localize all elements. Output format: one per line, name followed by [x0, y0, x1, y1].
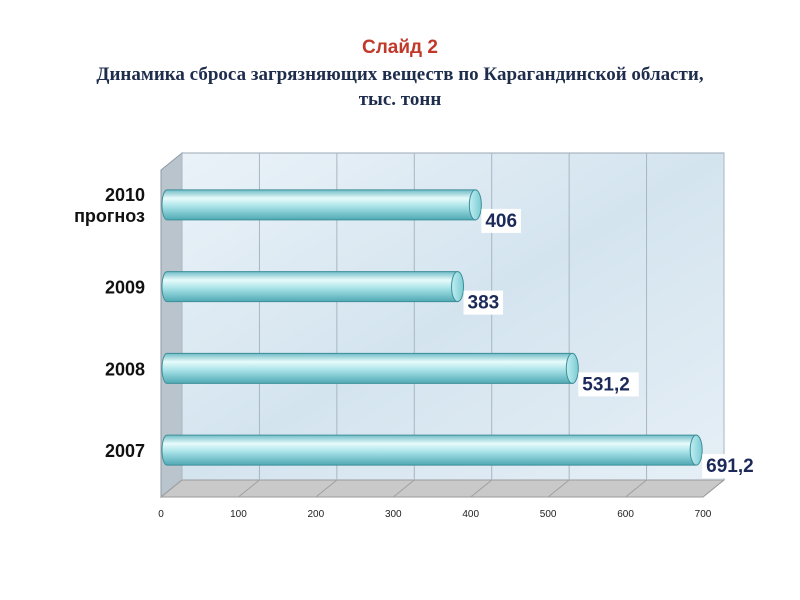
floor-gridline: [625, 479, 647, 498]
slide-label: Слайд 2: [362, 37, 438, 58]
x-tick-label: 200: [308, 509, 325, 520]
floor-gridline: [160, 479, 183, 498]
x-tick-label: 0: [158, 509, 164, 520]
bar-end-cap: [451, 271, 465, 303]
data-label-box: [578, 372, 639, 397]
x-tick-label: 100: [230, 509, 247, 520]
x-tick-label: 300: [385, 509, 402, 520]
category-label: 2007: [105, 441, 145, 461]
data-label-box: [481, 208, 521, 233]
plot-floor: [159, 479, 726, 498]
data-label-box: [702, 454, 763, 479]
category-label-line: 2010: [105, 185, 145, 205]
data-label: 691,2: [706, 456, 754, 477]
category-label: 2009: [105, 278, 145, 298]
category-label: 2008: [105, 359, 145, 379]
floor-gridline: [702, 479, 725, 498]
data-label: 406: [485, 211, 517, 232]
title-block: Слайд 2 Динамика сброса загрязняющих вещ…: [0, 36, 800, 112]
category-label-line: 2009: [105, 278, 145, 298]
category-label: 2010 прогноз: [74, 185, 145, 226]
bar: [161, 352, 578, 384]
floor-gridline: [315, 479, 338, 498]
bar: [161, 271, 464, 303]
bar: [161, 434, 702, 466]
data-label: 383: [468, 293, 500, 314]
category-label-line: 2007: [105, 441, 145, 461]
floor-gridline: [470, 479, 493, 498]
bar-end-cap: [468, 189, 482, 221]
floor-gridline: [547, 479, 570, 498]
floor-gridline: [392, 479, 415, 498]
data-label: 531,2: [582, 374, 630, 395]
data-label-box: [463, 290, 504, 315]
x-tick-label: 700: [695, 509, 712, 520]
bar-end-cap: [565, 352, 579, 384]
slide-heading: Динамика сброса загрязняющих веществ по …: [96, 64, 704, 110]
x-tick-label: 400: [462, 509, 479, 520]
category-label-line: прогноз: [74, 206, 145, 226]
floor-gridline: [238, 479, 260, 498]
bar: [161, 189, 481, 221]
bar-end-cap: [689, 434, 703, 466]
x-tick-label: 500: [540, 509, 557, 520]
category-label-line: 2008: [105, 359, 145, 379]
x-tick-label: 600: [617, 509, 634, 520]
